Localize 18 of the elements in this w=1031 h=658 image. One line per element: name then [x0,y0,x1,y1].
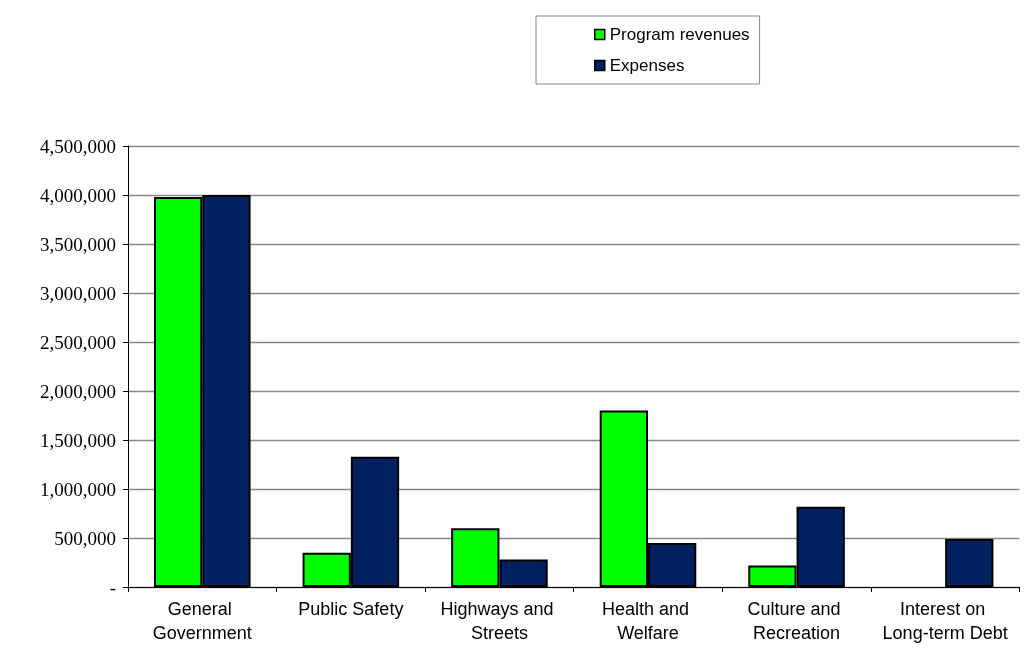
legend-label: Expenses [609,56,685,75]
y-tick-label: 500,000 [54,527,116,549]
y-tick-label: 2,500,000 [40,331,116,353]
y-tick-label: 1,500,000 [40,429,116,451]
y-tick-label: 4,500,000 [40,135,116,157]
x-tick-label: Interest on Long-term Debt [882,599,1008,643]
y-tick-label: 3,000,000 [40,282,116,304]
x-tick-label: Highways and Streets [440,599,559,643]
y-tick-label: 4,000,000 [40,184,116,206]
y-tick-label: 2,000,000 [40,380,116,402]
y-tick-label: 3,500,000 [40,233,116,255]
legend-label: Program revenues [609,25,750,44]
x-tick-label: Public Safety [298,599,404,619]
y-tick-label: - [109,576,116,598]
y-tick-label: 1,000,000 [40,478,116,500]
x-tick-label: Health and Welfare [601,599,695,643]
x-tick-label: Culture and Recreation [747,599,846,643]
x-tick-label: General Government [152,599,252,643]
